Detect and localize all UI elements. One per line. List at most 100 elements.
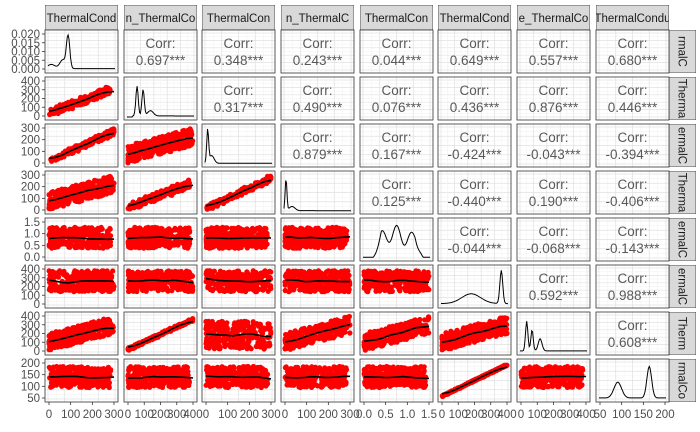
scatter-point bbox=[217, 268, 223, 274]
corr-value: 0.649*** bbox=[450, 53, 500, 68]
scatter-point bbox=[61, 224, 67, 231]
panel-border bbox=[201, 217, 276, 262]
scatter-point bbox=[149, 244, 155, 250]
scatter-point bbox=[135, 231, 141, 237]
smooth-line bbox=[205, 277, 272, 283]
corr-value: -0.044*** bbox=[447, 241, 502, 256]
scatter-point bbox=[244, 269, 250, 276]
corr-label: Corr: bbox=[539, 83, 569, 98]
scatter-point bbox=[82, 228, 88, 234]
panel-border bbox=[123, 29, 198, 74]
scatter-point bbox=[51, 190, 57, 196]
corr-value: 0.243*** bbox=[293, 53, 343, 68]
corr-label: Corr: bbox=[618, 224, 648, 239]
smooth-line bbox=[48, 132, 115, 160]
panel-grid bbox=[45, 218, 118, 261]
scatter-point bbox=[258, 270, 264, 276]
corr-value: 0.125*** bbox=[372, 194, 422, 209]
scatter-point bbox=[100, 288, 106, 294]
scatter-point bbox=[264, 230, 270, 236]
scatter-point bbox=[253, 285, 259, 291]
scatter-point bbox=[229, 225, 235, 231]
scatter-point bbox=[90, 283, 96, 289]
scatter-point bbox=[159, 226, 165, 232]
scatter-point bbox=[148, 152, 154, 158]
scatter-point bbox=[90, 287, 96, 293]
panel-grid bbox=[360, 171, 433, 214]
scatter-point bbox=[140, 272, 146, 278]
scatter-point bbox=[89, 241, 95, 247]
panel-grid bbox=[124, 124, 197, 167]
scatter-point bbox=[57, 227, 63, 233]
scatter-point bbox=[157, 150, 163, 156]
corr-label: Corr: bbox=[539, 224, 569, 239]
scatter-point bbox=[171, 239, 178, 245]
panel-border bbox=[359, 29, 434, 74]
scatter-point bbox=[176, 146, 182, 152]
panel-border bbox=[595, 217, 670, 262]
scatter-point bbox=[343, 231, 349, 237]
corr-value: 0.680*** bbox=[608, 53, 658, 68]
scatter-point bbox=[207, 281, 213, 287]
corr-value: 0.044*** bbox=[372, 53, 422, 68]
scatter-point bbox=[181, 127, 187, 134]
scatter-point bbox=[170, 272, 176, 278]
strip-right-8: rmalCo bbox=[669, 359, 696, 402]
scatter-point bbox=[75, 148, 81, 154]
panel-grid bbox=[124, 218, 197, 261]
scatter-point bbox=[80, 194, 86, 200]
strip-top-7: e_ThermalCo bbox=[517, 5, 590, 30]
strip-right-bg bbox=[669, 171, 696, 214]
scatter-point bbox=[62, 240, 68, 246]
panel-border bbox=[359, 123, 434, 168]
scatter-point bbox=[234, 277, 240, 283]
scatter-point bbox=[57, 190, 63, 196]
panel-border bbox=[123, 264, 198, 309]
scatter-point bbox=[162, 284, 168, 290]
panel-border bbox=[516, 123, 591, 168]
panel-grid bbox=[438, 77, 511, 120]
panel-grid bbox=[202, 30, 275, 73]
panel-border bbox=[359, 170, 434, 215]
corr-label: Corr: bbox=[382, 36, 412, 51]
panel-border bbox=[44, 123, 119, 168]
panel-border bbox=[201, 29, 276, 74]
scatter-point bbox=[79, 268, 85, 275]
scatter-point bbox=[57, 200, 64, 206]
corr-value: 0.557*** bbox=[529, 53, 579, 68]
strip-right-3: ermalC bbox=[669, 124, 696, 167]
panel-grid bbox=[438, 124, 511, 167]
scatter-point bbox=[161, 230, 167, 236]
scatter-point bbox=[156, 240, 162, 247]
panel-grid bbox=[596, 218, 669, 261]
corr-label: Corr: bbox=[460, 36, 490, 51]
smooth-line bbox=[48, 236, 115, 241]
scatter-point bbox=[162, 147, 168, 153]
panel-border bbox=[201, 123, 276, 168]
scatter-point bbox=[228, 231, 234, 237]
scatter-point bbox=[85, 191, 91, 197]
smooth-line bbox=[48, 184, 115, 202]
smooth-line bbox=[127, 184, 194, 207]
panel-border bbox=[359, 217, 434, 262]
scatter-point bbox=[62, 186, 69, 192]
strip-top-label: ThermalCon bbox=[365, 13, 428, 25]
strip-right-label: rmalC bbox=[676, 36, 688, 67]
scatter-point bbox=[169, 192, 175, 198]
panel-grid bbox=[596, 30, 669, 73]
scatter-point bbox=[296, 231, 302, 237]
panel-grid bbox=[438, 218, 511, 261]
scatter-point bbox=[204, 242, 210, 248]
panel-border bbox=[437, 217, 512, 262]
corr-label: Corr: bbox=[618, 177, 648, 192]
panel-border bbox=[201, 264, 276, 309]
strip-top-4: n_ThermalC bbox=[281, 5, 354, 30]
corr-label: Corr: bbox=[382, 83, 412, 98]
scatter-point bbox=[245, 282, 251, 288]
scatter-point bbox=[182, 282, 188, 288]
scatter-point bbox=[186, 225, 192, 231]
panel-grid bbox=[596, 171, 669, 214]
corr-label: Corr: bbox=[460, 224, 490, 239]
scatter-point bbox=[60, 232, 66, 238]
